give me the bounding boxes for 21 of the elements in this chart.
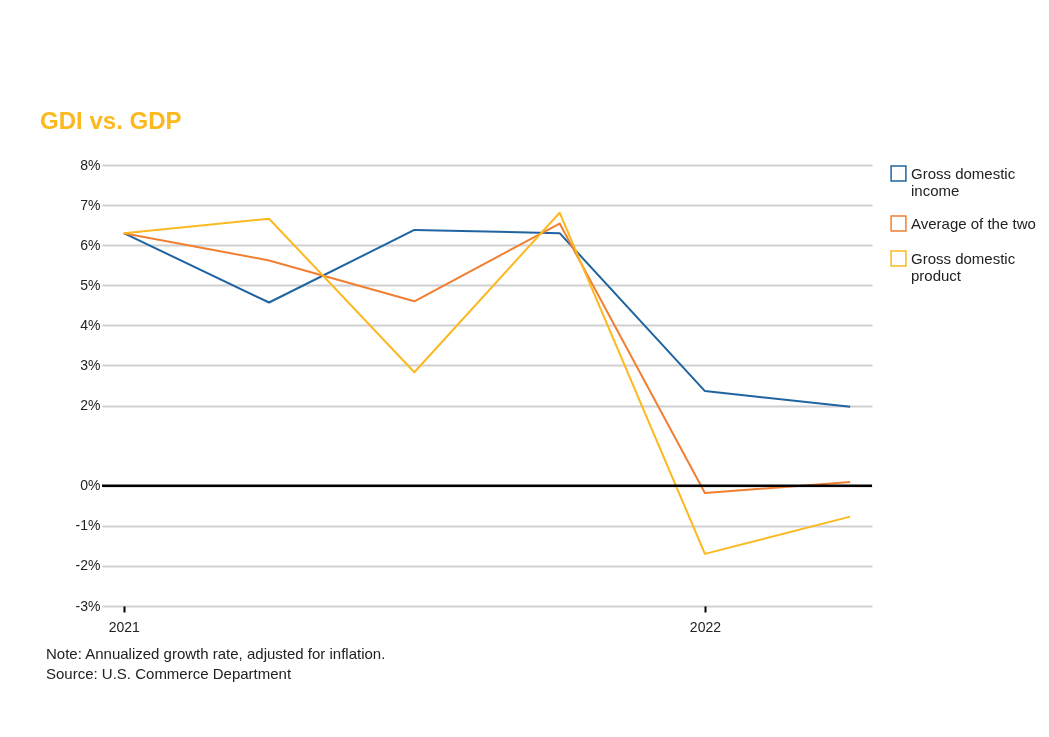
x-tick-label: 2021 [108,618,141,635]
y-tick-label: 7% [80,196,101,213]
legend-label: Gross domestic income [911,164,1016,199]
y-tick-label: 4% [80,316,101,333]
y-tick-label: 3% [80,356,101,373]
line-series [122,228,852,408]
legend-label: Average of the two [911,214,1036,232]
y-tick-label: -2% [75,557,101,574]
y-tick-label: 2% [80,397,101,414]
line-series [122,211,852,555]
text: Note: Annualized growth rate, adjusted for inflation. [46,644,387,664]
y-tick-label: -3% [75,597,101,614]
y-tick-label: 0% [80,477,101,494]
x-tick-label: 2022 [689,618,722,635]
legend-label: Gross domestic product [911,249,1016,284]
source-note: Source: U.S. Commerce Department [46,664,293,684]
y-tick-label: -1% [75,517,101,534]
chart-title: GDI vs. GDP [40,107,182,134]
y-tick-label: 8% [80,156,101,173]
y-tick-label: 5% [80,276,101,293]
y-tick-label: 6% [80,236,101,253]
